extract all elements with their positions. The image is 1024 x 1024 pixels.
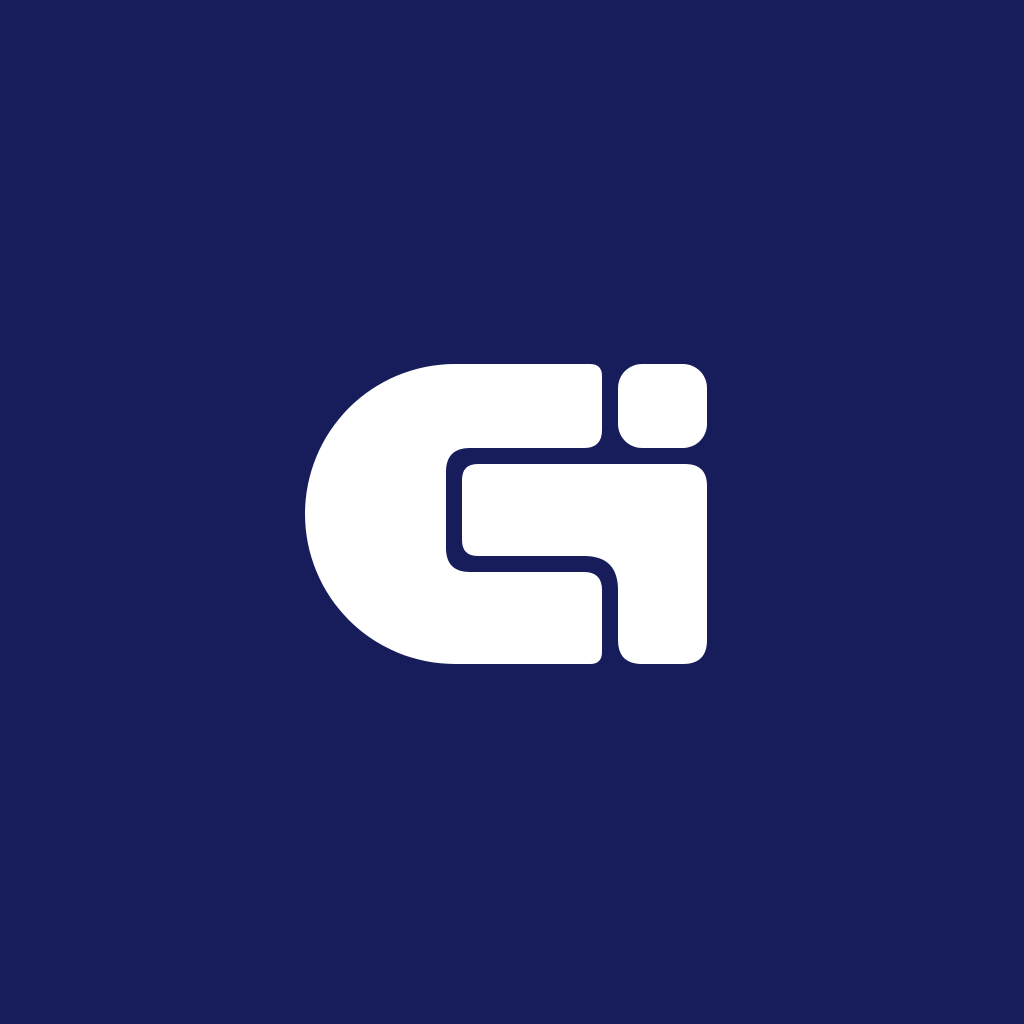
logo-mark: [305, 364, 707, 664]
i-dot: [618, 364, 707, 448]
i-stem: [462, 464, 707, 664]
g-letterform: [305, 364, 602, 664]
